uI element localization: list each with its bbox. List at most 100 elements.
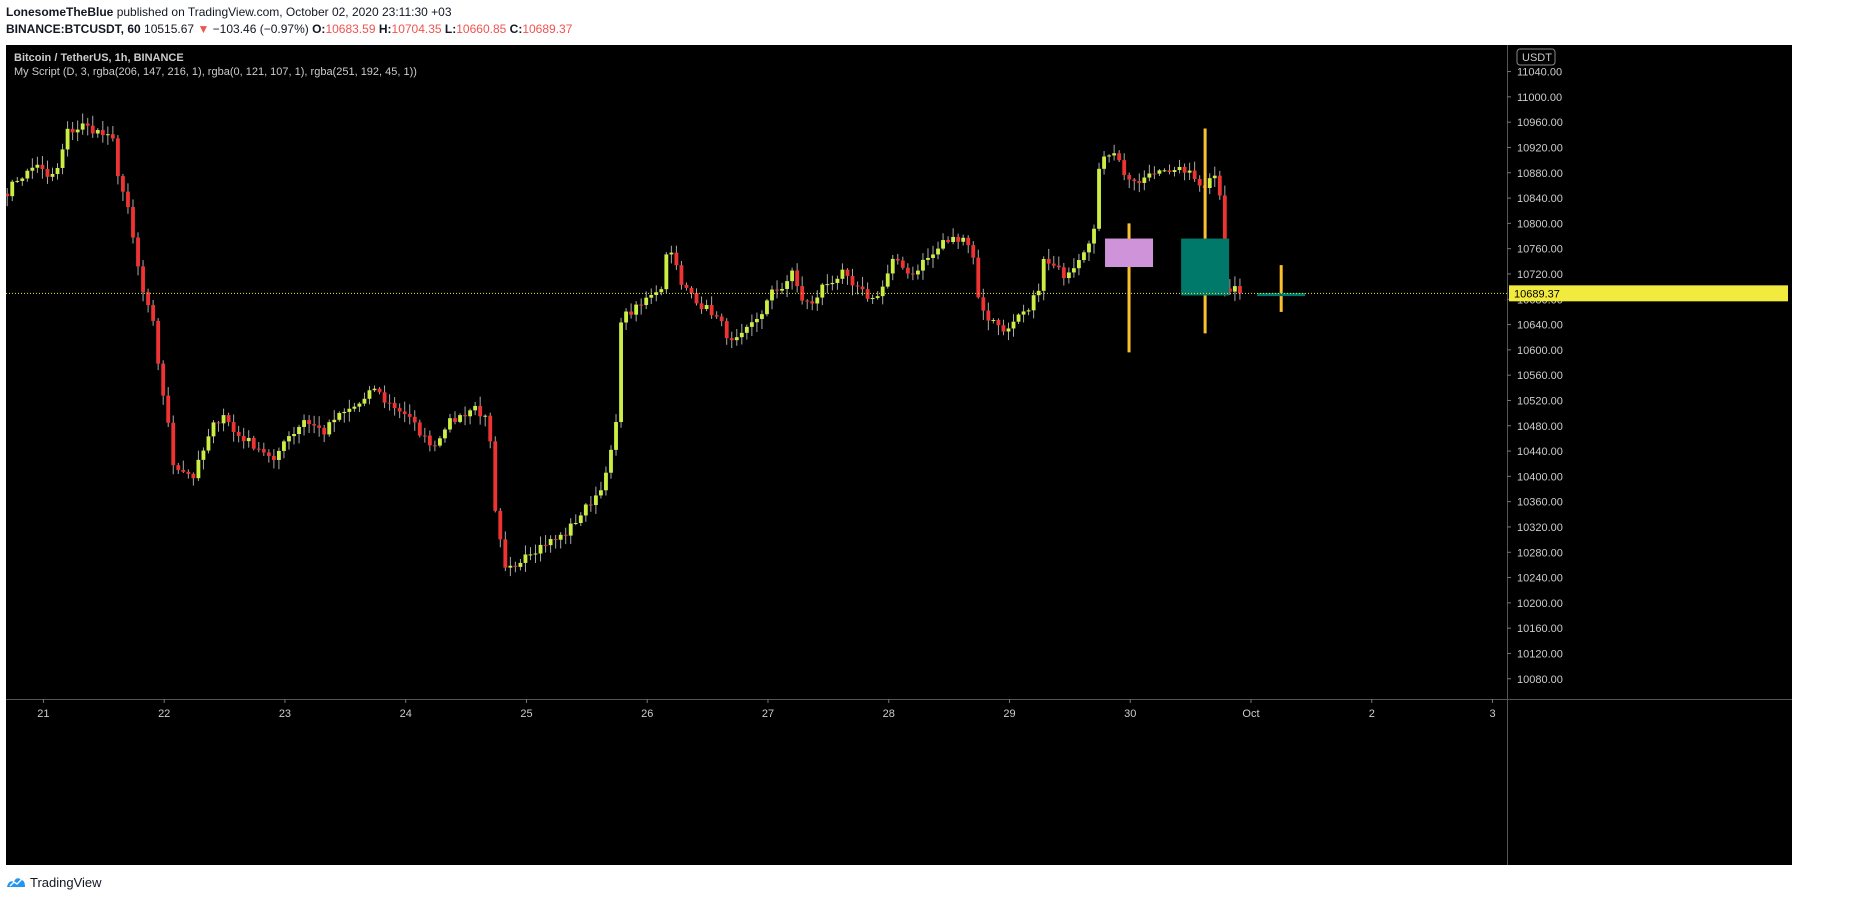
candle-body — [483, 415, 488, 417]
candle-body — [10, 181, 15, 197]
publication-line: LonesomeTheBlue published on TradingView… — [6, 4, 572, 20]
price-tick-label: 10600.00 — [1517, 345, 1563, 357]
candle-body — [1071, 268, 1076, 273]
candle-body — [860, 286, 865, 290]
candle-body — [377, 388, 382, 393]
tradingview-logo-icon[interactable] — [6, 875, 26, 889]
candle-body — [196, 459, 201, 479]
candle-body — [503, 539, 508, 568]
chart-frame[interactable]: 11040.00 11000.00 10960.00 10920.00 10880.00… — [6, 45, 1792, 865]
ohlc-line: BINANCE:BTCUSDT, 60 10515.67 ▼ −103.46 (… — [6, 21, 572, 37]
candle-body — [1132, 179, 1137, 182]
publication-header: LonesomeTheBlue published on TradingView… — [6, 4, 572, 37]
close-value: 10689.37 — [522, 22, 573, 36]
symbol-title[interactable]: Bitcoin / TetherUS, 1h, BINANCE — [14, 52, 184, 64]
candle-body — [513, 565, 518, 567]
candle-body — [463, 415, 467, 417]
price-tick-label: 10640.00 — [1517, 320, 1563, 332]
candle-body — [926, 257, 930, 260]
candle-body — [236, 432, 241, 436]
candle-body — [714, 315, 719, 317]
candle-body — [332, 419, 337, 423]
price-tick-label: 10800.00 — [1517, 218, 1563, 230]
candle-body — [885, 273, 890, 287]
candle-body — [664, 254, 669, 290]
candle-body — [1197, 179, 1202, 186]
candle-body — [558, 534, 563, 540]
candle-body — [1061, 267, 1066, 279]
candle-body — [820, 284, 825, 298]
candle-body — [327, 422, 332, 435]
script-box-body-1 — [1105, 238, 1154, 268]
candle-body — [593, 495, 598, 506]
price-tick-label: 10840.00 — [1517, 193, 1563, 205]
candle-body — [105, 134, 110, 136]
candle-body — [890, 258, 895, 274]
time-tick-label: Oct — [1242, 708, 1259, 720]
price-tick-label: 10480.00 — [1517, 421, 1563, 433]
price-tick-label: 10320.00 — [1517, 522, 1563, 534]
price-tick-label: 10200.00 — [1517, 598, 1563, 610]
price-tick-label: 10120.00 — [1517, 648, 1563, 660]
candle-body — [85, 123, 90, 126]
candle-body — [1006, 328, 1011, 332]
last-price-label: 10689.37 — [1514, 288, 1560, 300]
candle-body — [317, 425, 322, 428]
candle-body — [573, 522, 578, 524]
candle-body — [543, 544, 548, 546]
candle-body — [563, 534, 568, 536]
candle-body — [1157, 170, 1162, 174]
time-tick-label: 28 — [883, 708, 895, 720]
currency-badge[interactable] — [1516, 48, 1556, 66]
price-chart[interactable]: 11040.00 11000.00 10960.00 10920.00 10880.00… — [6, 45, 1792, 865]
candle-body — [1127, 175, 1132, 180]
candle-body — [568, 523, 573, 536]
candle-body — [578, 515, 583, 523]
price-tick-label: 10880.00 — [1517, 168, 1563, 180]
candle-body — [805, 300, 810, 302]
candle-body — [141, 266, 145, 293]
candle-body — [835, 278, 840, 283]
price-axis: 11040.00 11000.00 10960.00 10920.00 10880.00… — [1507, 48, 1788, 686]
candle-body — [639, 304, 644, 306]
candle-body — [407, 414, 412, 417]
candle-body — [840, 269, 845, 279]
candle-body — [654, 292, 659, 296]
script-title[interactable]: My Script (D, 3, rgba(206, 147, 216, 1),… — [14, 66, 417, 78]
candle-body — [402, 411, 407, 415]
author-name[interactable]: LonesomeTheBlue — [6, 5, 114, 19]
candle-body — [432, 445, 437, 447]
candle-body — [1238, 286, 1242, 294]
candle-body — [599, 490, 603, 496]
high-value: 10704.35 — [391, 22, 442, 36]
candle-body — [342, 411, 347, 414]
candle-body — [352, 406, 357, 409]
candle-body — [785, 281, 790, 289]
candle-body — [115, 138, 120, 177]
candle-body — [1011, 321, 1016, 329]
candle-body — [679, 265, 684, 285]
candle-body — [760, 314, 764, 319]
time-tick-label: 2 — [1369, 708, 1375, 720]
candle-body — [931, 254, 935, 258]
candle-body — [367, 390, 372, 399]
tradingview-brand[interactable]: TradingView — [30, 874, 102, 890]
candle-body — [1026, 310, 1031, 312]
candle-body — [704, 305, 709, 310]
candle-body — [166, 395, 171, 423]
candle-body — [900, 260, 905, 268]
candle-body — [151, 305, 156, 321]
candle-body — [1122, 160, 1127, 176]
candle-body — [614, 422, 618, 450]
candle-body — [40, 164, 45, 169]
price-change: −103.46 (−0.97%) — [212, 22, 309, 36]
candle-body — [669, 252, 674, 255]
open-label: O: — [312, 22, 326, 36]
candle-body — [936, 248, 940, 255]
candle-body — [357, 403, 362, 407]
candle-body — [146, 292, 151, 306]
candle-body — [1046, 258, 1051, 264]
candle-body — [216, 422, 221, 424]
candle-body — [604, 472, 608, 491]
candle-body — [966, 237, 971, 246]
